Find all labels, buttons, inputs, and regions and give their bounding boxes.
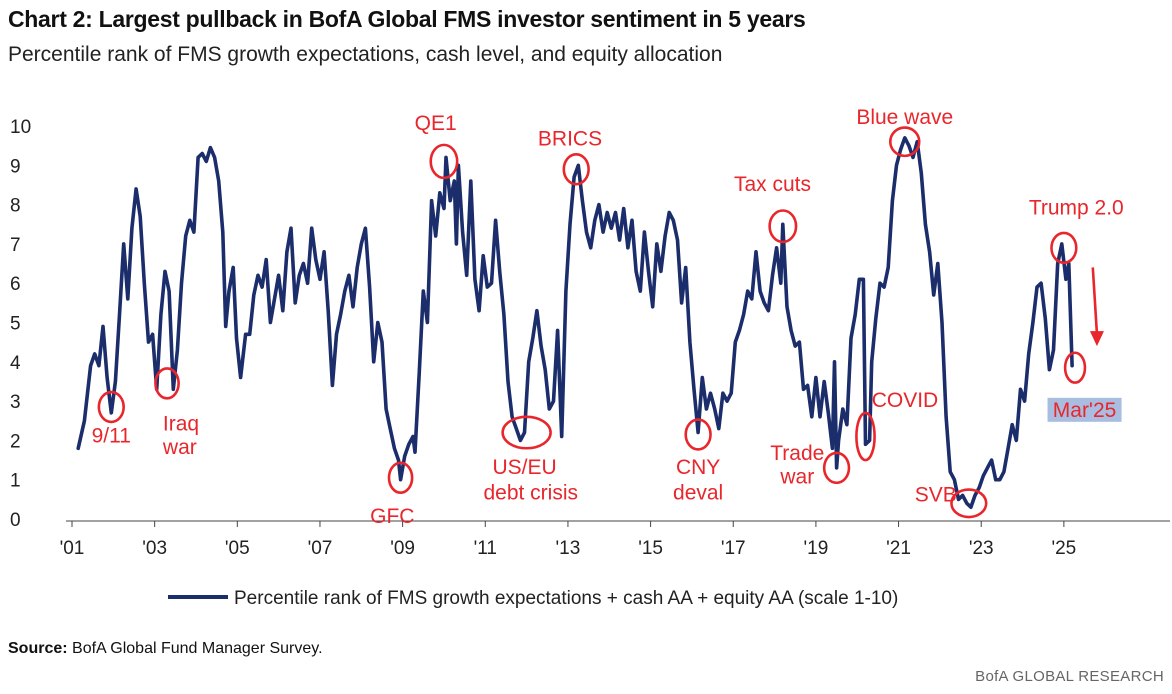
annotation-circle [768,209,798,244]
annotation-highlight [1047,397,1122,422]
annotation-circle [97,390,125,424]
y-tick-label: 4 [10,353,21,374]
annotation-circle [855,411,876,462]
annotation-circle [501,415,552,450]
annotation-label: GFC [370,505,414,528]
source-text: BofA Global Fund Manager Survey. [67,640,323,657]
x-axis: '01 '03 '05 '07 '09 '11 '13 '15 '17 '19 '21 '23 '25 [60,520,1170,559]
x-tick-label: '03 [142,538,167,559]
source-label: Source: [8,640,68,657]
x-tick-label: '15 [638,538,663,559]
y-axis: 0 1 2 3 4 5 6 7 8 9 10 [10,117,31,531]
annotation-label: 9/11 [92,424,131,447]
annotation-label: SVB [915,483,957,506]
x-tick-label: '17 [721,538,746,559]
annotation-label: Iraq [163,413,199,436]
y-tick-label: 7 [10,235,21,256]
annotation-label: COVID [872,389,939,412]
x-tick-label: '05 [225,538,250,559]
x-tick-label: '19 [804,538,829,559]
source-note: Source: BofA Global Fund Manager Survey. [8,640,323,658]
x-tick-label: '01 [60,538,85,559]
chart-subtitle: Percentile rank of FMS growth expectatio… [8,43,723,66]
chart-title: Chart 2: Largest pullback in BofA Global… [8,6,806,32]
annotation-label: war [779,466,814,489]
y-tick-label: 3 [10,392,21,413]
y-tick-label: 1 [10,471,21,492]
annotation-label: Blue wave [856,106,953,129]
annotation-circle [562,152,590,186]
brand-footer: BofA GLOBAL RESEARCH [975,668,1164,685]
annotation-circle [154,367,180,400]
arrow-head [1089,331,1104,347]
y-tick-label: 6 [10,274,21,295]
annotation-label: deval [673,481,723,504]
annotation-label: US/EU [492,456,556,479]
annotation-label: Mar'25 [1053,399,1117,422]
legend-label: Percentile rank of FMS growth expectatio… [234,588,898,609]
annotation-circle [684,418,712,451]
annotation-label: BRICS [538,128,602,151]
annotation-label: Trade [770,442,824,465]
annotation-label: debt crisis [483,481,578,504]
annotation-circle [822,451,851,485]
annotation-label: CNY [676,456,720,479]
annotation-circle [429,143,459,180]
y-tick-label: 10 [10,117,31,138]
arrow-shaft [1091,267,1099,335]
y-tick-label: 0 [10,510,21,531]
series-layer [76,136,1074,509]
y-tick-label: 5 [10,314,21,335]
x-tick-label: '23 [969,538,994,559]
y-tick-label: 9 [10,156,21,177]
x-tick-label: '25 [1051,538,1076,559]
series-line [76,136,1074,509]
x-tick-label: '21 [886,538,911,559]
annotation-label: Tax cuts [734,173,811,196]
x-tick-label: '13 [556,538,581,559]
annotation-circle [950,488,988,519]
annotation-circle [888,126,921,158]
annotation-label: war [162,436,197,459]
legend: Percentile rank of FMS growth expectatio… [168,588,898,609]
x-tick-label: '11 [474,538,497,559]
y-tick-label: 8 [10,196,21,217]
annotation-circle [387,461,414,494]
annotation-label: QE1 [415,112,457,135]
annotation-label: Trump 2.0 [1029,196,1124,219]
x-tick-label: '09 [390,538,415,559]
y-tick-label: 2 [10,431,21,452]
annotation-circle [1050,231,1078,265]
x-tick-label: '07 [308,538,333,559]
annotation-circle [1063,351,1087,384]
